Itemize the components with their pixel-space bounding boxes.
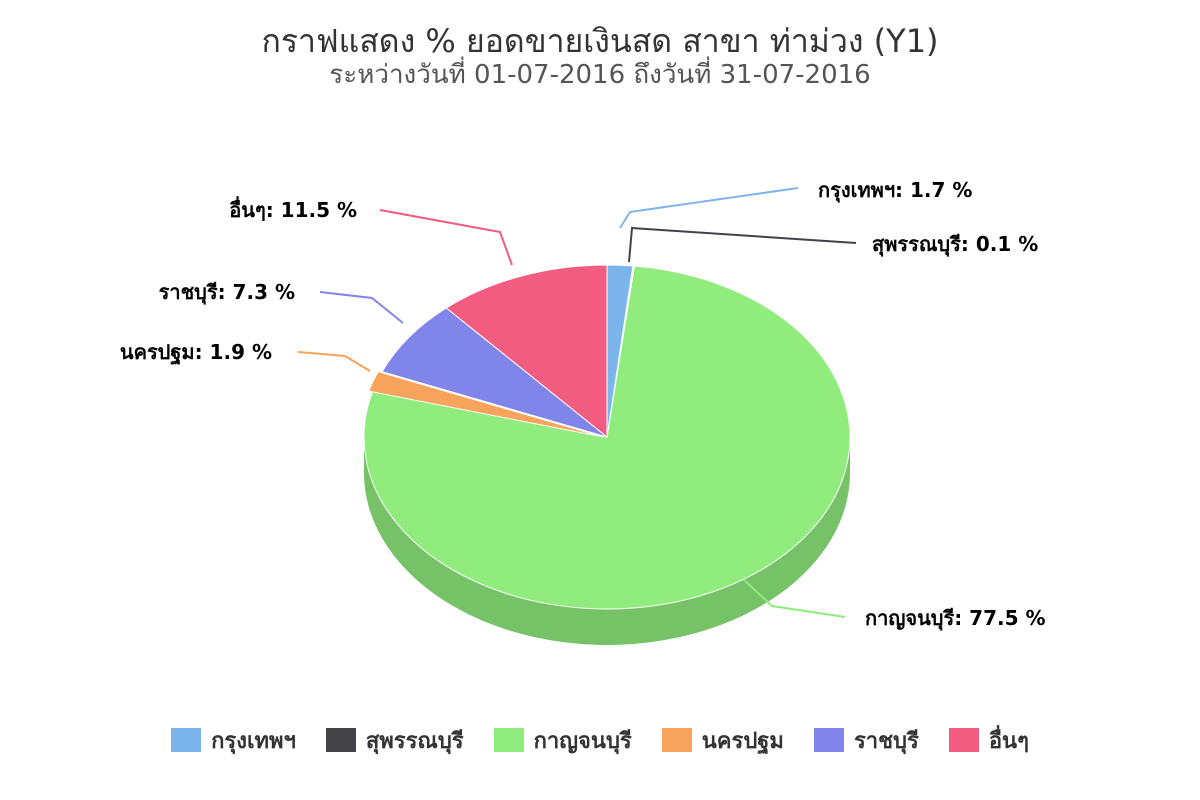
legend-swatch [661, 728, 692, 752]
legend-item-4[interactable]: นครปฐม [661, 723, 784, 758]
legend-label: ราชบุรี [853, 728, 919, 754]
legend-item-2[interactable]: สุพรรณบุรี [325, 723, 464, 758]
legend-label: กรุงเทพฯ [211, 728, 296, 754]
slice-4-connector [297, 351, 371, 372]
slice-5-wedge[interactable] [381, 307, 608, 438]
slice-2-connector [628, 226, 857, 263]
legend-swatch [493, 728, 524, 752]
slice-4-data-label: นครปฐม: 1.9 % [120, 340, 272, 366]
legend-label: นครปฐม [701, 728, 784, 754]
slice-3-connector [743, 579, 846, 618]
legend-label: อื่นๆ [988, 728, 1029, 754]
slice-5-data-label: ราชบุรี: 7.3 % [159, 280, 295, 305]
slice-6-connector [379, 209, 513, 266]
legend-item-5[interactable]: ราชบุรี [813, 723, 919, 758]
slice-3-side [364, 437, 850, 645]
legend-item-3[interactable]: กาญจนบุรี [493, 723, 632, 758]
chart-legend: กรุงเทพฯ สุพรรณบุรี กาญจนบุรี นครปฐม ราชบุรี… [0, 722, 1200, 758]
slice-5-connector [319, 291, 404, 324]
legend-label: สุพรรณบุรี [365, 728, 464, 754]
slice-1-connector [619, 187, 799, 229]
legend-swatch [813, 728, 844, 752]
slice-2-data-label: สุพรรณบุรี: 0.1 % [872, 232, 1038, 257]
legend-item-1[interactable]: กรุงเทพฯ [171, 723, 296, 758]
slice-6-wedge[interactable] [445, 264, 608, 439]
slice-6-data-label: อื่นๆ: 11.5 % [229, 195, 357, 222]
slice-1-data-label: กรุงเทพฯ: 1.7 % [818, 178, 972, 203]
slice-4-wedge[interactable] [368, 371, 604, 438]
chart-title: กราฟแสดง % ยอดขายเงินสด สาขา ท่าม่วง (Y1… [261, 22, 939, 60]
slice-3-data-label: กาญจนบุรี: 77.5 % [865, 606, 1046, 631]
legend-item-6[interactable]: อื่นๆ [948, 723, 1029, 758]
legend-swatch [325, 728, 356, 752]
legend-swatch [948, 728, 979, 752]
legend-label: กาญจนบุรี [533, 728, 632, 754]
legend-swatch [171, 728, 202, 752]
chart-subtitle: ระหว่างวันที่ 01-07-2016 ถึงวันที่ 31-07… [329, 60, 871, 90]
